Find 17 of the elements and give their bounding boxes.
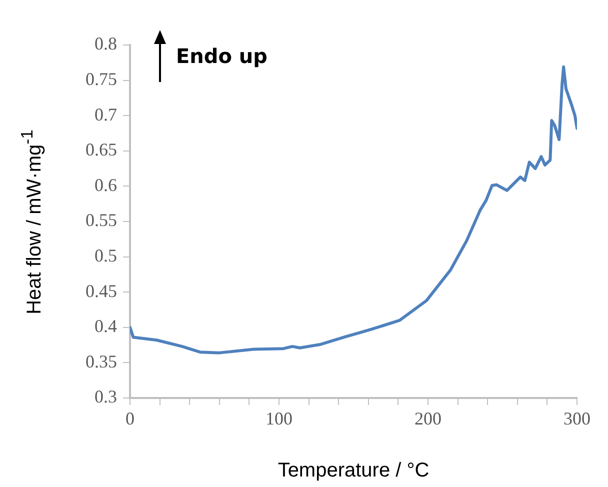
y-tick-label: 0.7 <box>94 104 117 124</box>
y-tick-label: 0.6 <box>94 174 117 195</box>
y-tick-label: 0.55 <box>86 210 117 230</box>
y-tick-label: 0.4 <box>94 316 117 336</box>
y-tick-label: 0.45 <box>86 280 117 301</box>
y-tick-label: 0.8 <box>94 34 117 54</box>
y-tick-label: 0.5 <box>94 246 117 266</box>
annotation: Endo up <box>176 44 268 68</box>
y-tick-label: 0.35 <box>86 351 117 372</box>
y-tick-label: 0.75 <box>86 69 117 90</box>
x-axis-title: Temperature / °C <box>278 460 430 482</box>
x-tick-label: 200 <box>414 408 442 429</box>
x-tick-label: 100 <box>266 408 292 429</box>
y-tick-label: 0.65 <box>86 140 117 160</box>
x-tick-label: 300 <box>564 408 590 429</box>
y-tick-label: 0.3 <box>94 386 117 407</box>
x-tick-label: 0 <box>126 408 134 429</box>
